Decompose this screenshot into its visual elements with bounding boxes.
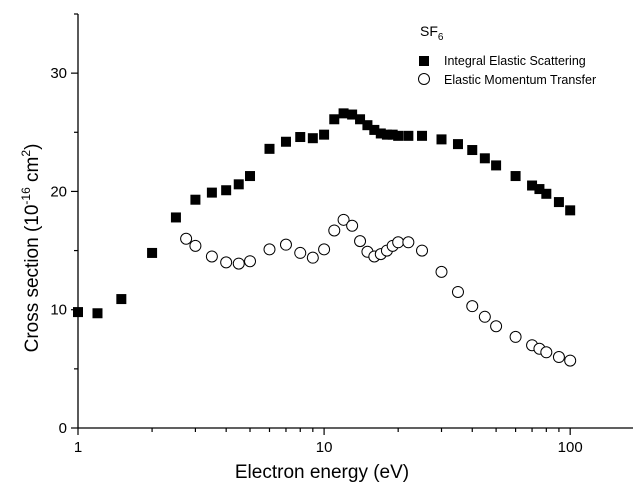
- series-integral-elastic: [73, 108, 576, 319]
- x-tick-label: 1: [74, 439, 82, 456]
- momentum-point: [564, 354, 577, 367]
- momentum-point: [263, 243, 276, 256]
- integral-point: [436, 134, 447, 145]
- series-momentum-transfer: [180, 213, 577, 367]
- y-tick-label: 10: [50, 302, 67, 319]
- momentum-point: [328, 224, 341, 237]
- integral-point: [393, 130, 404, 141]
- integral-point: [116, 294, 127, 305]
- integral-point: [295, 132, 306, 143]
- integral-point: [375, 128, 386, 139]
- integral-point: [92, 308, 103, 319]
- integral-point: [387, 129, 398, 140]
- integral-point: [534, 184, 545, 195]
- y-tick-label: 20: [50, 183, 67, 200]
- momentum-point: [354, 235, 367, 248]
- legend-title-sub: 6: [438, 32, 444, 43]
- y-tick-label: 30: [50, 65, 67, 82]
- integral-point: [479, 153, 490, 164]
- x-axis-title: Electron energy (eV): [235, 462, 409, 483]
- integral-point: [221, 185, 232, 196]
- momentum-point: [180, 232, 193, 245]
- momentum-point: [294, 246, 307, 259]
- integral-point: [369, 124, 380, 135]
- legend: SF6 Integral Elastic Scattering Elastic …: [418, 23, 596, 87]
- integral-point: [233, 179, 244, 190]
- y-axis-title-end: ): [22, 144, 43, 150]
- momentum-point: [318, 243, 331, 256]
- momentum-point: [306, 251, 319, 264]
- integral-point: [355, 114, 366, 125]
- y-axis-title-mid: cm: [22, 157, 43, 188]
- integral-point: [553, 197, 564, 208]
- integral-point: [403, 130, 414, 141]
- momentum-point: [509, 330, 522, 343]
- integral-point: [510, 171, 521, 182]
- legend-marker-integral: [419, 56, 429, 66]
- y-tick-label: 0: [59, 420, 67, 437]
- integral-point: [362, 120, 373, 131]
- x-tick-label: 10: [316, 439, 333, 456]
- momentum-point: [416, 244, 429, 257]
- legend-title-main: SF: [420, 23, 438, 39]
- plot-area: [77, 14, 633, 429]
- momentum-point: [540, 346, 553, 359]
- integral-point: [206, 187, 217, 198]
- momentum-point: [392, 236, 405, 249]
- momentum-point: [244, 255, 257, 268]
- y-axis-title-exp2: 2: [19, 150, 33, 157]
- momentum-point: [205, 250, 218, 263]
- integral-point: [245, 171, 256, 182]
- momentum-point: [451, 285, 464, 298]
- y-axis-ticks: 0 10 20 30: [50, 13, 78, 437]
- integral-point: [319, 129, 330, 140]
- momentum-point: [552, 351, 565, 364]
- momentum-point: [337, 213, 350, 226]
- integral-point: [541, 188, 552, 199]
- momentum-point: [220, 256, 233, 269]
- momentum-point: [232, 257, 245, 270]
- momentum-point: [466, 300, 479, 313]
- integral-point: [307, 133, 318, 144]
- integral-point: [417, 130, 428, 141]
- momentum-point: [490, 320, 503, 333]
- y-axis-title-main: Cross section (10: [22, 205, 43, 353]
- integral-point: [565, 205, 576, 216]
- integral-point: [381, 129, 392, 140]
- integral-point: [347, 109, 358, 120]
- legend-title: SF6: [420, 23, 444, 43]
- momentum-point: [402, 236, 415, 249]
- integral-point: [467, 145, 478, 156]
- momentum-point: [478, 310, 491, 323]
- y-axis-title: Cross section (10-16 cm2): [19, 144, 43, 353]
- integral-point: [280, 136, 291, 147]
- momentum-point: [435, 265, 448, 278]
- integral-point: [338, 108, 349, 119]
- integral-point: [527, 180, 538, 191]
- momentum-point: [346, 219, 359, 232]
- series-layer: [73, 108, 577, 367]
- integral-point: [491, 160, 502, 171]
- integral-point: [452, 139, 463, 150]
- y-axis-title-exp1: -16: [19, 187, 33, 205]
- integral-point: [170, 212, 181, 223]
- x-tick-label: 100: [558, 439, 583, 456]
- legend-marker-momentum: [418, 73, 430, 85]
- legend-label-integral: Integral Elastic Scattering: [444, 54, 586, 68]
- integral-point: [73, 307, 83, 318]
- integral-point: [190, 194, 201, 205]
- momentum-point: [189, 239, 202, 252]
- integral-point: [264, 143, 275, 154]
- legend-label-momentum: Elastic Momentum Transfer: [444, 73, 596, 87]
- momentum-point: [279, 238, 292, 251]
- x-axis-ticks: 1 10 100: [74, 428, 583, 456]
- integral-point: [147, 247, 158, 258]
- integral-point: [329, 114, 340, 125]
